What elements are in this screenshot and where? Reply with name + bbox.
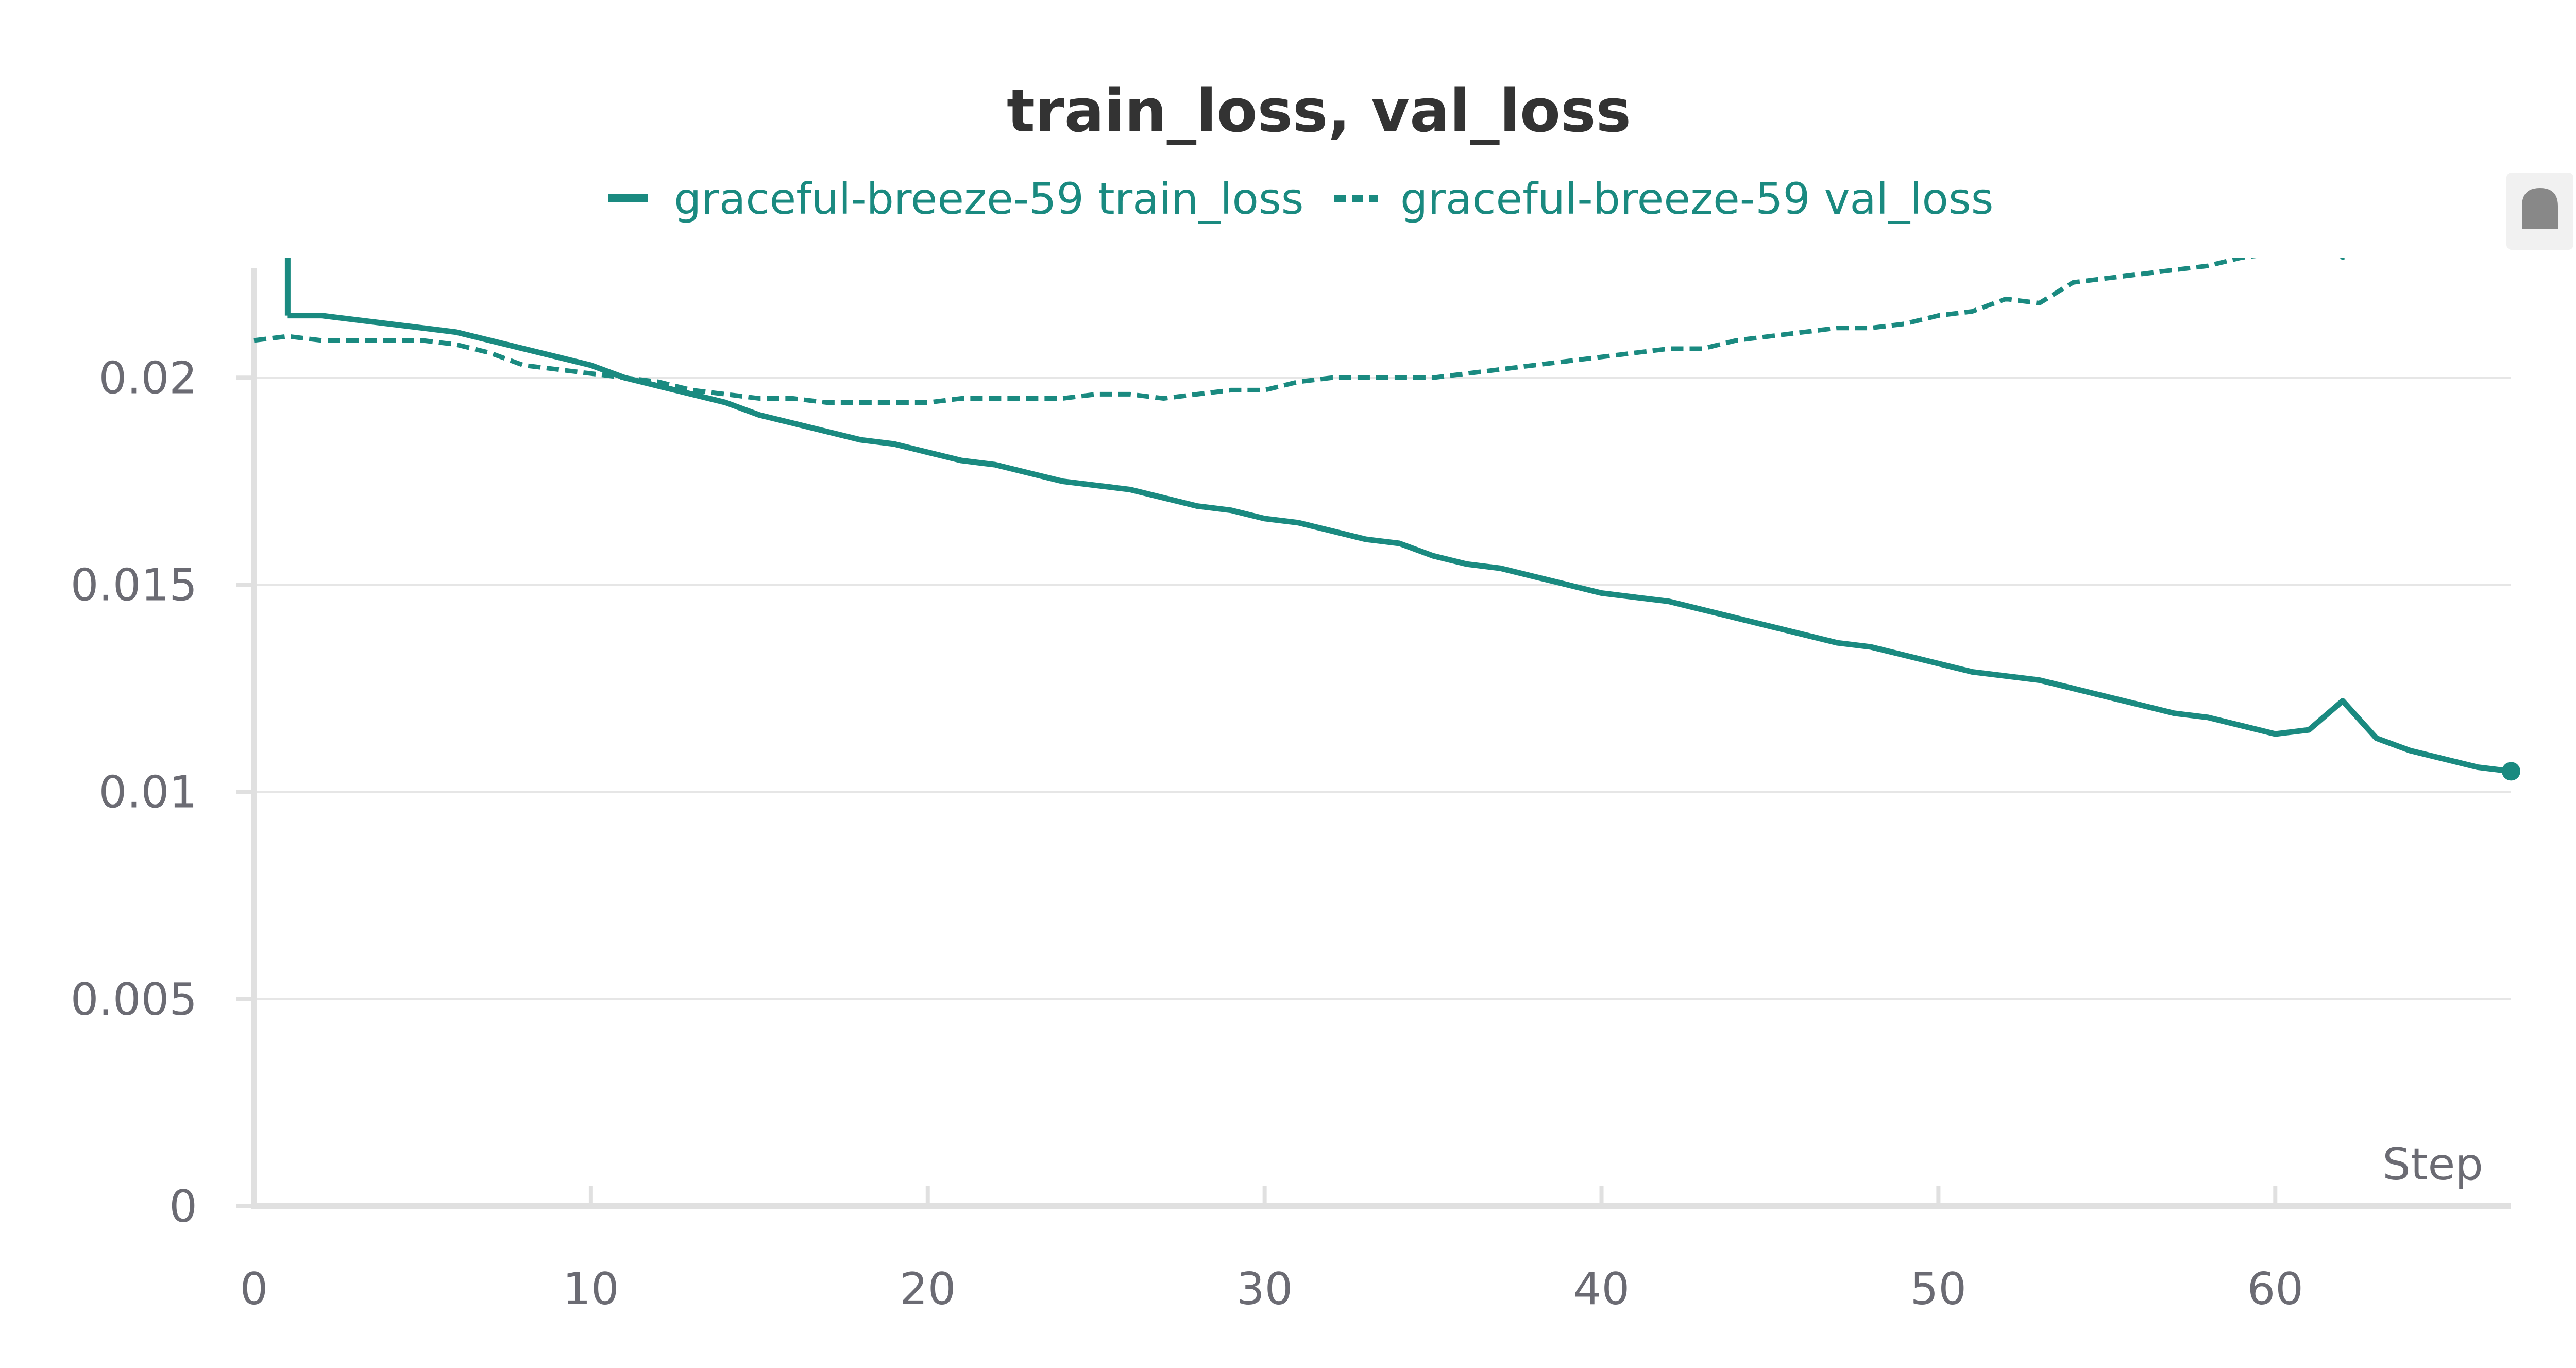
chart-legend: graceful-breeze-59 train_loss graceful-b… — [608, 174, 1993, 224]
chart-title: train_loss, val_loss — [1007, 77, 1631, 146]
x-axis-label: Step — [2382, 1139, 2483, 1190]
y-tick-label: 0 — [169, 1181, 197, 1233]
y-axis-ticks: 0 0.005 0.01 0.015 0.02 — [71, 352, 254, 1233]
y-tick-label: 0.02 — [99, 352, 197, 404]
chart-series — [253, 258, 2512, 774]
x-tick-label: 60 — [2247, 1263, 2303, 1315]
y-tick-label: 0.005 — [71, 974, 197, 1025]
x-tick-label: 10 — [563, 1263, 619, 1315]
x-tick-label: 0 — [240, 1263, 268, 1315]
train-loss-line — [287, 313, 2512, 774]
legend-label-val-loss: graceful-breeze-59 val_loss — [1400, 174, 1993, 224]
y-tick-label: 0.015 — [71, 559, 197, 611]
train-loss-end-marker — [2502, 762, 2520, 781]
x-tick-label: 30 — [1236, 1263, 1293, 1315]
x-tick-label: 40 — [1573, 1263, 1630, 1315]
chart-grid — [254, 377, 2511, 1000]
y-tick-label: 0.01 — [99, 767, 197, 818]
x-axis-ticks: 0 10 20 30 40 50 60 — [240, 1186, 2303, 1315]
chart-markers — [2502, 762, 2520, 781]
x-tick-label: 20 — [900, 1263, 956, 1315]
legend-label-train-loss: graceful-breeze-59 train_loss — [674, 174, 1303, 224]
val-loss-line — [253, 258, 2350, 405]
panel-corner-control[interactable] — [2506, 173, 2573, 250]
lock-icon — [2522, 188, 2558, 229]
x-tick-label: 50 — [1910, 1263, 1967, 1315]
